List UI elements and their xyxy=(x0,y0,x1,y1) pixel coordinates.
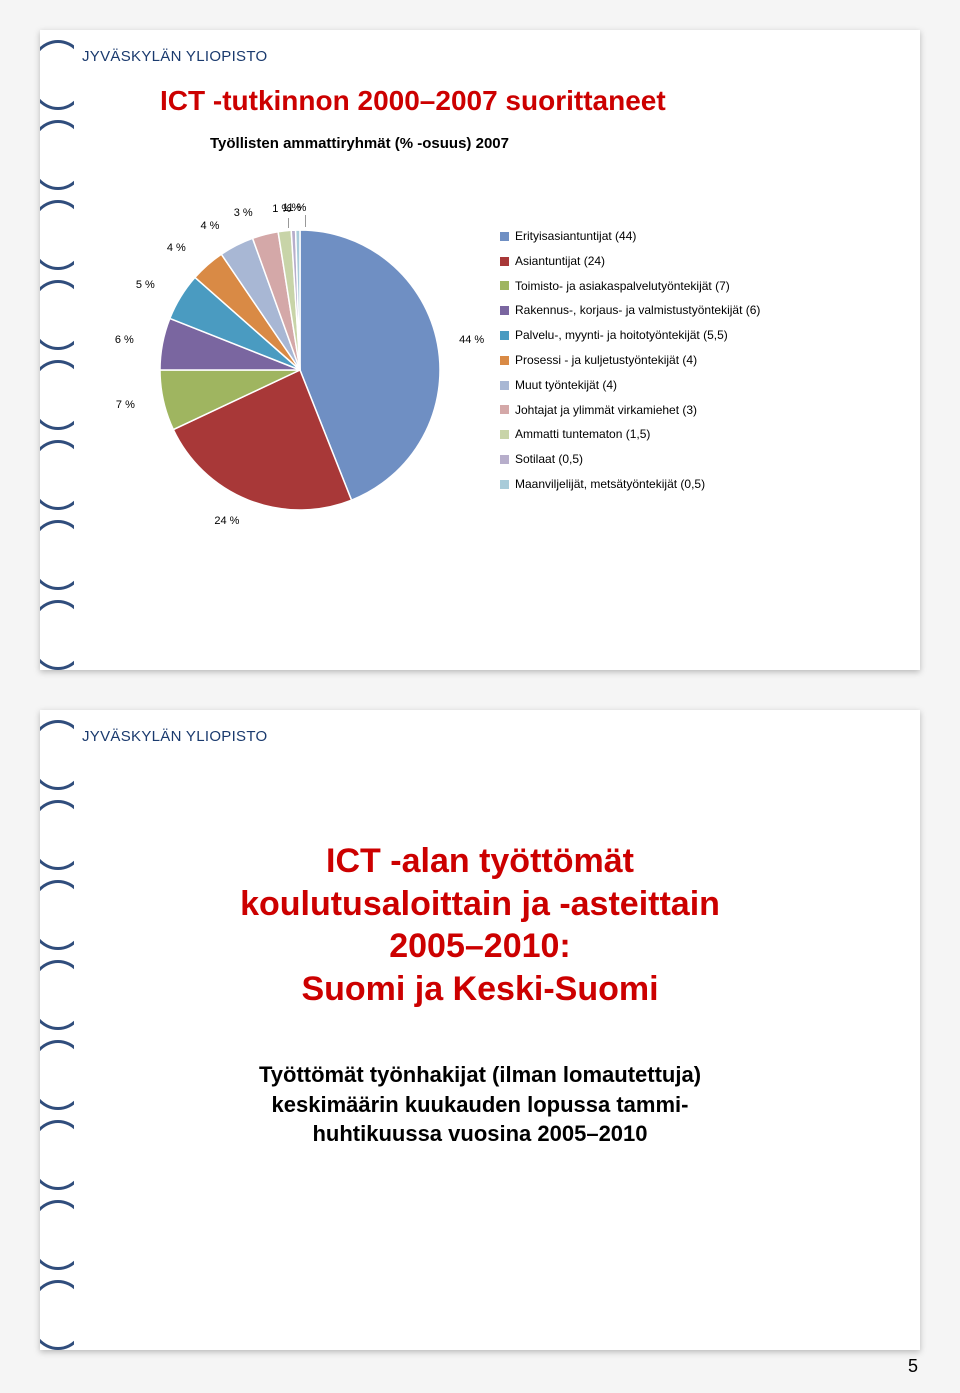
legend-swatch xyxy=(500,257,509,266)
legend-item: Maanviljelijät, metsätyöntekijät (0,5) xyxy=(500,473,760,496)
slide-1: JYVÄSKYLÄN YLIOPISTO ICT -tutkinnon 2000… xyxy=(40,30,920,670)
legend-item: Palvelu-, myynti- ja hoitotyöntekijät (5… xyxy=(500,324,760,347)
legend-label: Palvelu-, myynti- ja hoitotyöntekijät (5… xyxy=(515,324,728,347)
legend-label: Prosessi - ja kuljetustyöntekijät (4) xyxy=(515,349,697,372)
legend-item: Rakennus-, korjaus- ja valmistustyönteki… xyxy=(500,299,760,322)
sub-line: huhtikuussa vuosina 2005–2010 xyxy=(312,1121,647,1146)
slide-2: JYVÄSKYLÄN YLIOPISTO ICT -alan työttömät… xyxy=(40,710,920,1350)
title-line: koulutusaloittain ja -asteittain xyxy=(240,885,720,923)
pie-pct-label: 24 % xyxy=(214,515,239,527)
legend-label: Rakennus-, korjaus- ja valmistustyönteki… xyxy=(515,299,760,322)
legend-label: Sotilaat (0,5) xyxy=(515,448,583,471)
legend-swatch xyxy=(500,381,509,390)
pie-pct-label: 1 % xyxy=(287,202,306,214)
pie-legend: Erityisasiantuntijat (44)Asiantuntijat (… xyxy=(500,225,760,498)
slide1-title: ICT -tutkinnon 2000–2007 suorittaneet xyxy=(160,85,666,117)
slide2-title: ICT -alan työttömät koulutusaloittain ja… xyxy=(40,840,920,1010)
legend-swatch xyxy=(500,306,509,315)
legend-swatch xyxy=(500,455,509,464)
title-line: Suomi ja Keski-Suomi xyxy=(301,970,658,1008)
legend-item: Sotilaat (0,5) xyxy=(500,448,760,471)
legend-item: Ammatti tuntematon (1,5) xyxy=(500,423,760,446)
title-line: ICT -alan työttömät xyxy=(326,842,634,880)
page-number: 5 xyxy=(908,1356,918,1377)
legend-item: Asiantuntijat (24) xyxy=(500,250,760,273)
pie-pct-label: 3 % xyxy=(234,207,253,219)
title-line: 2005–2010: xyxy=(389,927,571,965)
legend-item: Muut työntekijät (4) xyxy=(500,374,760,397)
legend-item: Toimisto- ja asiakaspalvelutyöntekijät (… xyxy=(500,275,760,298)
legend-swatch xyxy=(500,331,509,340)
pie-pct-label: 4 % xyxy=(167,242,186,254)
university-header: JYVÄSKYLÄN YLIOPISTO xyxy=(82,728,268,745)
legend-label: Muut työntekijät (4) xyxy=(515,374,617,397)
legend-swatch xyxy=(500,232,509,241)
pie-pct-label: 44 % xyxy=(459,334,484,346)
legend-swatch xyxy=(500,281,509,290)
sidebar-ornament xyxy=(40,710,74,1350)
sub-line: Työttömät työnhakijat (ilman lomautettuj… xyxy=(259,1062,701,1087)
legend-label: Maanviljelijät, metsätyöntekijät (0,5) xyxy=(515,473,705,496)
slide2-subtitle: Työttömät työnhakijat (ilman lomautettuj… xyxy=(40,1060,920,1149)
legend-label: Asiantuntijat (24) xyxy=(515,250,605,273)
legend-item: Johtajat ja ylimmät virkamiehet (3) xyxy=(500,399,760,422)
legend-swatch xyxy=(500,405,509,414)
sub-line: keskimäärin kuukauden lopussa tammi- xyxy=(272,1092,689,1117)
legend-swatch xyxy=(500,430,509,439)
legend-label: Erityisasiantuntijat (44) xyxy=(515,225,636,248)
legend-swatch xyxy=(500,356,509,365)
legend-label: Johtajat ja ylimmät virkamiehet (3) xyxy=(515,399,697,422)
chart-subtitle: Työllisten ammattiryhmät (% -osuus) 2007 xyxy=(210,135,509,152)
legend-swatch xyxy=(500,480,509,489)
pie-pct-label: 6 % xyxy=(115,334,134,346)
legend-item: Erityisasiantuntijat (44) xyxy=(500,225,760,248)
pie-chart xyxy=(110,160,490,540)
pie-pct-label: 4 % xyxy=(200,220,219,232)
pie-pct-label: 7 % xyxy=(116,399,135,411)
pie-pct-label: 5 % xyxy=(136,279,155,291)
legend-item: Prosessi - ja kuljetustyöntekijät (4) xyxy=(500,349,760,372)
sidebar-ornament xyxy=(40,30,74,670)
legend-label: Ammatti tuntematon (1,5) xyxy=(515,423,650,446)
university-header: JYVÄSKYLÄN YLIOPISTO xyxy=(82,48,268,65)
legend-label: Toimisto- ja asiakaspalvelutyöntekijät (… xyxy=(515,275,730,298)
